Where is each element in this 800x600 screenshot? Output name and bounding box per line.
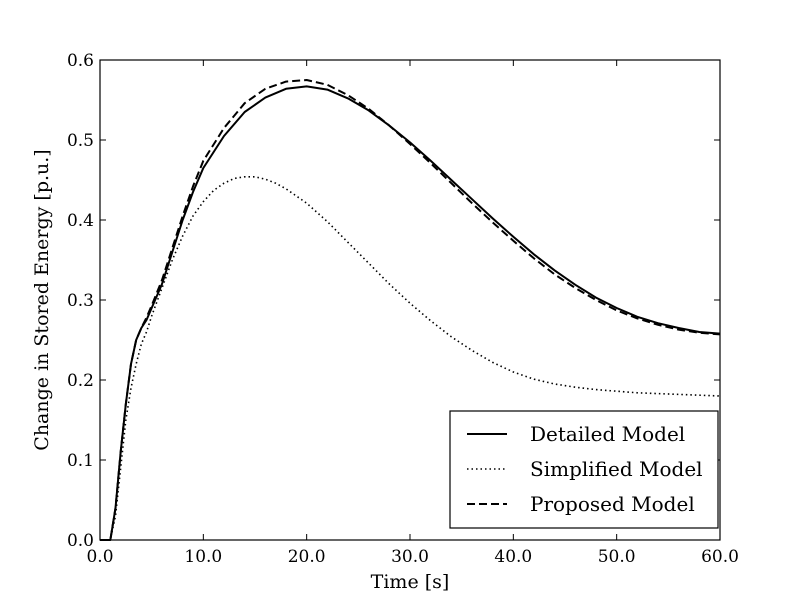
y-tick-label: 0.6 [67,51,94,71]
x-tick-label: 60.0 [701,547,739,567]
x-tick-label: 50.0 [598,547,636,567]
y-axis-label: Change in Stored Energy [p.u.] [31,149,53,450]
x-tick-label: 20.0 [288,547,326,567]
y-tick-label: 0.5 [67,131,94,151]
legend-label-proposed-model: Proposed Model [530,492,695,516]
x-tick-label: 10.0 [184,547,222,567]
y-tick-label: 0.2 [67,371,94,391]
series-line-proposed-model [100,79,721,541]
plot-area: 0.0 10.0 20.0 30.0 40.0 50.0 60.0 0.0 0.1 0.2 0.3 0… [67,51,739,567]
legend: Detailed Model Simplified Model Proposed M… [449,410,719,529]
x-axis-label: Time [s] [371,571,450,593]
x-tick-label: 0.0 [86,547,113,567]
y-tick-label: 0.3 [67,291,94,311]
y-tick-label: 0.0 [67,531,94,551]
tick-layer: 0.0 10.0 20.0 30.0 40.0 50.0 60.0 0.0 0.1 0.2 0.3 0… [67,51,739,567]
x-tick-label: 40.0 [494,547,532,567]
legend-items: Detailed Model Simplified Model Proposed M… [467,422,703,516]
legend-label-simplified-model: Simplified Model [530,457,703,481]
y-tick-label: 0.1 [67,451,94,471]
series-layer [100,79,721,541]
y-tick-label: 0.4 [67,211,94,231]
x-tick-label: 30.0 [391,547,429,567]
legend-label-detailed-model: Detailed Model [530,422,685,446]
